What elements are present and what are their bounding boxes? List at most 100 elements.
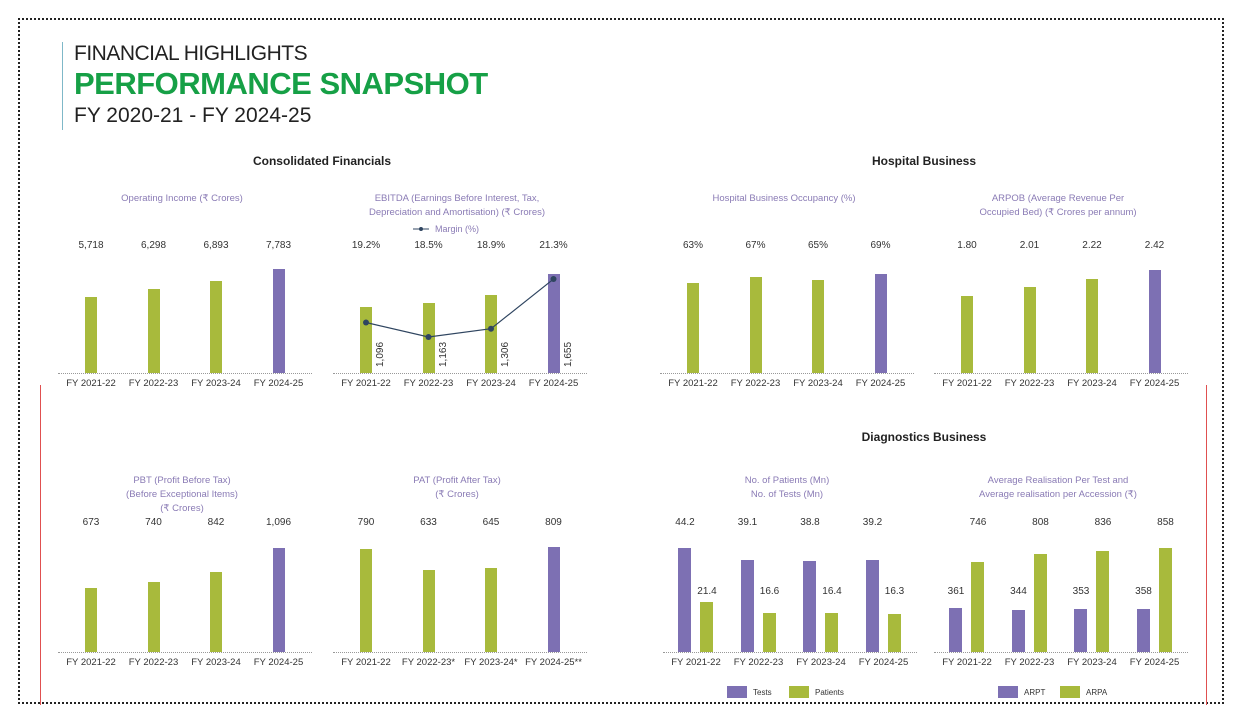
ebitda-bar-label: 1,306 (500, 341, 511, 367)
patients-tests-legend-tests: Tests (727, 686, 772, 698)
operating-income-value-label: 6,298 (140, 240, 167, 251)
occupancy-value-label: 69% (870, 240, 891, 251)
arpt-arpa-label-arpa: 746 (969, 517, 987, 528)
arpt-arpa-bar-arpa (1033, 554, 1047, 652)
legend-label: Tests (753, 687, 772, 697)
patients-tests-x-tick: FY 2021-22 (671, 657, 721, 668)
pbt-bar (147, 581, 160, 652)
pat-x-tick: FY 2021-22 (341, 657, 391, 668)
arpt-arpa-label-arpt: 358 (1135, 586, 1152, 597)
legend-line-marker (413, 227, 429, 231)
ebitda-x-tick: FY 2022-23 (403, 378, 454, 389)
arpt-arpa-x-tick: FY 2024-25 (1129, 657, 1180, 668)
pbt-x-tick: FY 2023-24 (191, 657, 241, 668)
occupancy-bar (687, 282, 699, 373)
decorative-rule-left (40, 385, 41, 705)
pat-bar (422, 569, 435, 652)
arpt-arpa-x-tick: FY 2021-22 (942, 657, 992, 668)
arpt-arpa-bar-arpt (1074, 609, 1087, 652)
ebitda-margin-label: 18.9% (476, 240, 506, 251)
ebitda-x-tick: FY 2023-24 (466, 378, 516, 389)
legend-label: ARPA (1086, 687, 1108, 697)
patients-tests-label-patients: 16.6 (759, 586, 780, 597)
ebitda-axis (333, 373, 587, 374)
ebitda-margin-label: 18.5% (414, 240, 443, 251)
arpob-x-tick: FY 2023-24 (1067, 378, 1117, 389)
ebitda-margin-label: 21.3% (539, 240, 568, 251)
patients-tests-label-tests: 39.2 (862, 517, 883, 528)
legend-label: ARPT (1024, 687, 1046, 697)
arpt-arpa-bar-arpa (971, 561, 984, 652)
operating-income-bar (210, 280, 222, 373)
arpt-arpa-bar-arpa (1158, 548, 1172, 652)
ebitda-legend-margin: Margin (%) (413, 224, 479, 234)
patients-tests-bar-tests (803, 560, 816, 652)
pat-x-tick: FY 2023-24* (464, 657, 518, 668)
ebitda-bar (547, 274, 560, 373)
arpob-value-label: 2.22 (1082, 240, 1102, 251)
ebitda-bar-label: 1,096 (375, 341, 386, 367)
occupancy-value-label: 67% (745, 240, 766, 251)
pbt-x-tick: FY 2024-25 (253, 657, 304, 668)
arpob-title: ARPOB (Average Revenue Per Occupied Bed) … (979, 193, 1137, 218)
patients-tests-legend-patients: Patients (789, 686, 844, 698)
patients-tests-label-tests: 39.1 (737, 517, 758, 528)
ebitda-margin-label: 19.2% (351, 240, 381, 251)
occupancy-bar (749, 276, 762, 373)
pat-value-label: 633 (420, 517, 437, 528)
page-title: PERFORMANCE SNAPSHOT (74, 66, 488, 101)
operating-income-bar (272, 269, 285, 373)
section-hospital: Hospital Business (871, 154, 977, 168)
arpob-bar (1023, 287, 1036, 373)
pat-value-label: 809 (545, 517, 562, 528)
ebitda-title: EBITDA (Earnings Before Interest, Tax, De… (368, 193, 546, 218)
occupancy-axis (660, 373, 914, 374)
arpob-x-tick: FY 2022-23 (1004, 378, 1055, 389)
operating-income-value-label: 7,783 (265, 240, 292, 251)
arpt-arpa-axis (934, 652, 1188, 653)
page-header: FINANCIAL HIGHLIGHTS PERFORMANCE SNAPSHO… (62, 42, 488, 130)
patients-tests-x-tick: FY 2024-25 (858, 657, 909, 668)
patients-tests-title: No. of Patients (Mn) No. of Tests (Mn) (744, 475, 830, 500)
operating-income-bar (85, 296, 97, 373)
patients-tests-x-tick: FY 2022-23 (733, 657, 784, 668)
arpt-arpa-bar-arpt (1136, 608, 1150, 652)
section-diagnostics: Diagnostics Business (861, 430, 987, 444)
operating-income-axis (58, 373, 312, 374)
ebitda-bar (485, 294, 497, 373)
pbt-bar (210, 572, 222, 652)
operating-income-bar (147, 288, 160, 373)
occupancy-x-tick: FY 2024-25 (855, 378, 906, 389)
operating-income-x-tick: FY 2021-22 (66, 378, 116, 389)
pbt-value-label: 740 (145, 517, 162, 528)
pat-value-label: 790 (357, 517, 375, 528)
ebitda-bar-label: 1,163 (437, 341, 449, 367)
arpob-axis (934, 373, 1188, 374)
patients-tests-bar-tests (865, 559, 879, 652)
patients-tests-bar-patients (762, 612, 776, 652)
pbt-x-tick: FY 2022-23 (128, 657, 179, 668)
arpob-value-label: 2.01 (1019, 240, 1040, 251)
pat-axis (333, 652, 587, 653)
arpt-arpa-label-arpa: 808 (1032, 517, 1049, 528)
pbt-title: PBT (Profit Before Tax) (Before Exception… (126, 475, 238, 514)
arpob-x-tick: FY 2024-25 (1129, 378, 1180, 389)
pat-x-tick: FY 2022-23* (401, 657, 456, 668)
occupancy-title: Hospital Business Occupancy (%) (712, 193, 856, 204)
legend-swatch (1060, 686, 1080, 698)
section-consolidated: Consolidated Financials (252, 154, 392, 168)
arpt-arpa-label-arpa: 836 (1094, 517, 1112, 528)
patients-tests-bar-patients (887, 613, 901, 652)
occupancy-x-tick: FY 2021-22 (668, 378, 718, 389)
pbt-axis (58, 652, 312, 653)
ebitda-bar (422, 303, 435, 373)
pbt-bar (272, 548, 285, 652)
occupancy-bar (874, 274, 887, 373)
ebitda-bar-label: 1,655 (562, 341, 574, 367)
arpob-value-label: 2.42 (1144, 240, 1165, 251)
pat-bar (360, 549, 372, 652)
occupancy-value-label: 65% (807, 240, 829, 251)
ebitda-bar (360, 307, 372, 373)
pat-bar (485, 568, 497, 652)
patients-tests-label-tests: 38.8 (800, 517, 820, 528)
